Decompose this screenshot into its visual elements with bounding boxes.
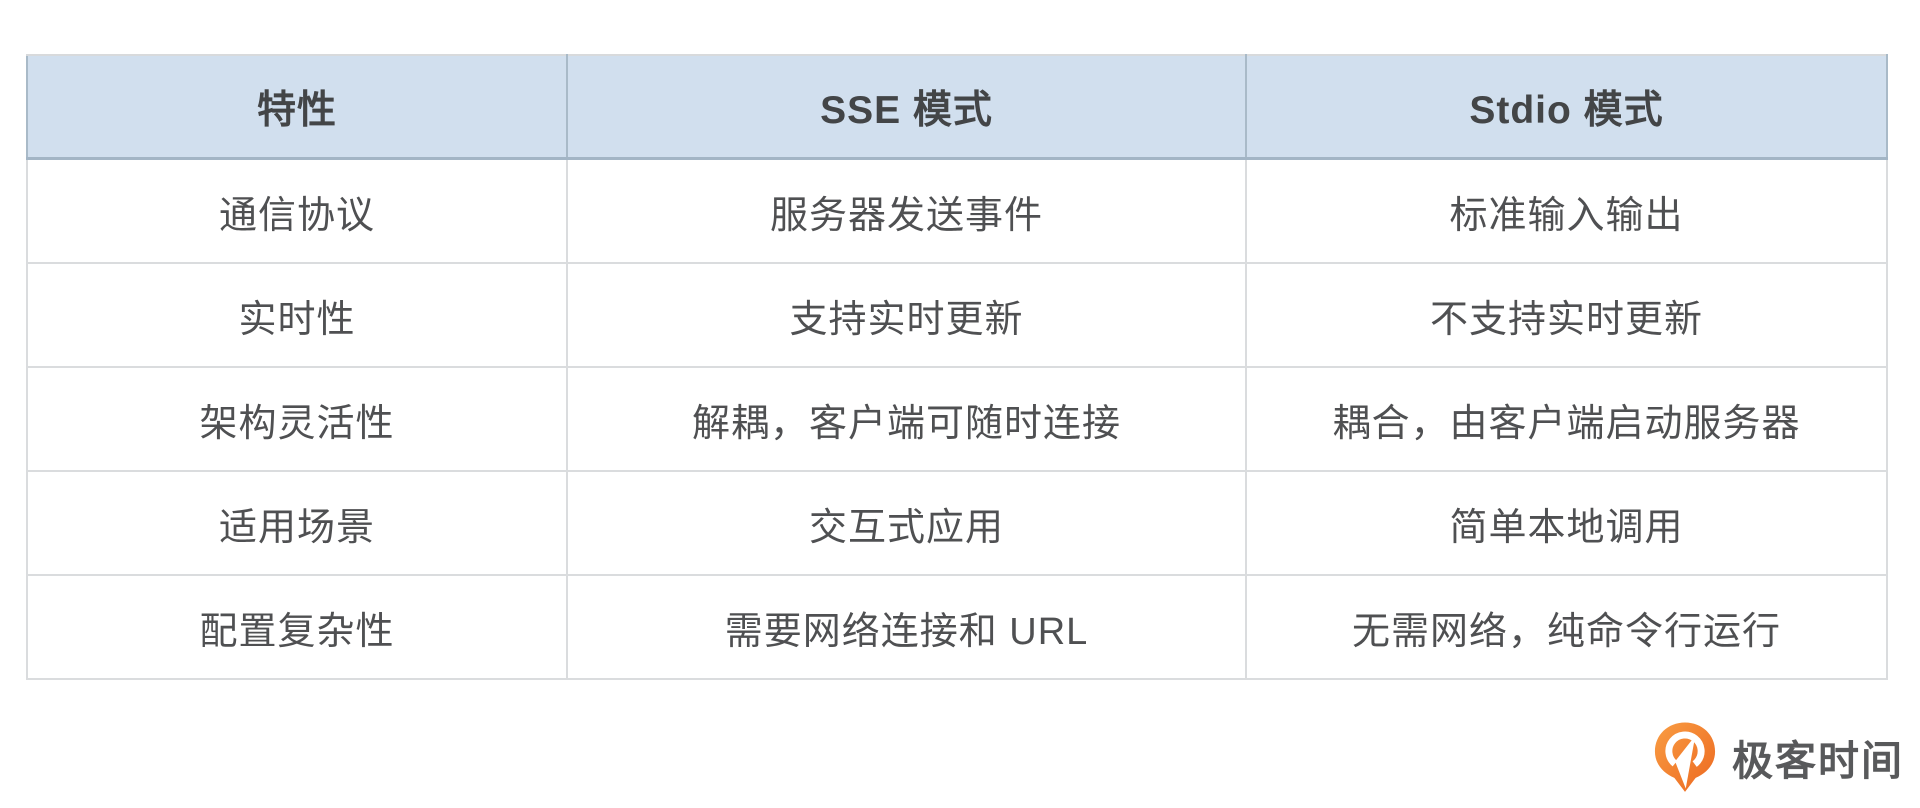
brand-name: 极客时间: [1732, 738, 1904, 784]
table-row: 架构灵活性 解耦，客户端可随时连接 耦合，由客户端启动服务器: [26, 366, 1888, 472]
table-header: 特性 SSE 模式 Stdio 模式: [26, 54, 1888, 160]
cell-stdio: 耦合，由客户端启动服务器: [1245, 366, 1888, 472]
cell-stdio: 无需网络，纯命令行运行: [1245, 574, 1888, 680]
table-row: 实时性 支持实时更新 不支持实时更新: [26, 262, 1888, 368]
cell-stdio: 不支持实时更新: [1245, 262, 1888, 368]
cell-stdio: 简单本地调用: [1245, 470, 1888, 576]
cell-sse: 服务器发送事件: [566, 157, 1247, 264]
brand-logo: 极客时间: [1652, 718, 1904, 796]
cell-sse: 需要网络连接和 URL: [566, 574, 1247, 680]
comparison-table: 特性 SSE 模式 Stdio 模式 通信协议 服务器发送事件 标准输入输出 实…: [26, 54, 1888, 680]
cell-feature: 通信协议: [26, 157, 568, 264]
table-row: 通信协议 服务器发送事件 标准输入输出: [26, 157, 1888, 264]
table-row: 适用场景 交互式应用 简单本地调用: [26, 470, 1888, 576]
cell-sse: 支持实时更新: [566, 262, 1247, 368]
header-cell-feature: 特性: [26, 54, 568, 160]
header-row: 特性 SSE 模式 Stdio 模式: [26, 54, 1888, 160]
cell-feature: 架构灵活性: [26, 366, 568, 472]
cell-feature: 适用场景: [26, 470, 568, 576]
table-row: 配置复杂性 需要网络连接和 URL 无需网络，纯命令行运行: [26, 574, 1888, 680]
header-cell-stdio-mode: Stdio 模式: [1245, 54, 1888, 160]
header-cell-sse-mode: SSE 模式: [566, 54, 1247, 160]
cell-feature: 实时性: [26, 262, 568, 368]
cell-sse: 解耦，客户端可随时连接: [566, 366, 1247, 472]
cell-stdio: 标准输入输出: [1245, 157, 1888, 264]
cell-feature: 配置复杂性: [26, 574, 568, 680]
table-body: 通信协议 服务器发送事件 标准输入输出 实时性 支持实时更新 不支持实时更新 架…: [26, 157, 1888, 680]
geektime-pin-icon: [1654, 722, 1716, 792]
cell-sse: 交互式应用: [566, 470, 1247, 576]
